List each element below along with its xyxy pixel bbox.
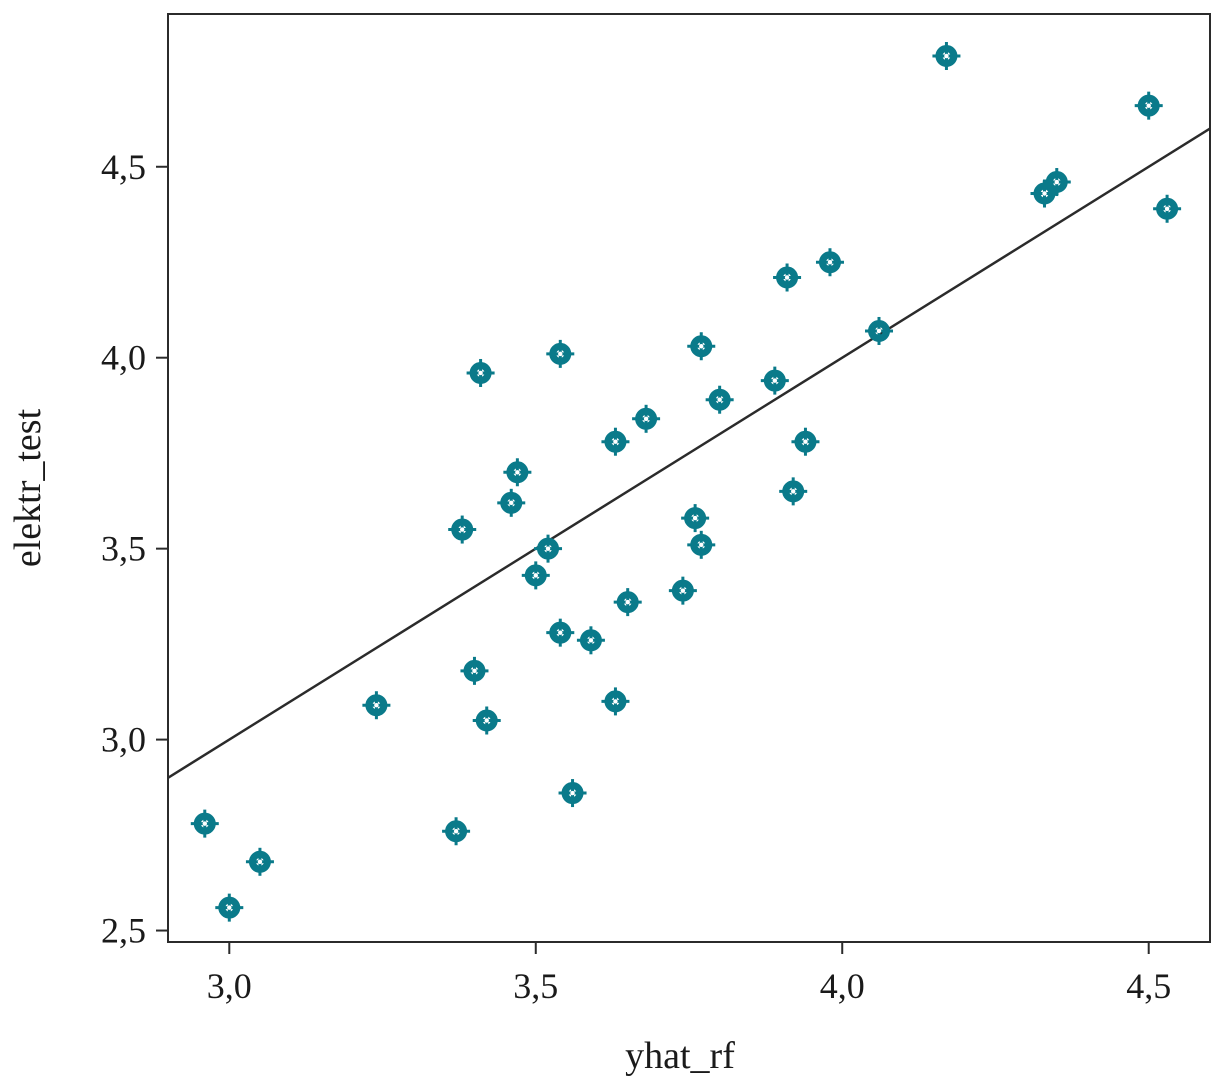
data-point [472,706,501,735]
data-point [215,893,244,922]
y-tick-label: 3,5 [101,529,146,569]
y-tick-label: 4,5 [101,147,146,187]
data-point [791,427,820,456]
reference-line [168,127,1210,779]
plot-frame [167,13,1211,943]
data-point [681,504,710,533]
points-layer [190,42,1182,922]
data-point [442,817,471,846]
reference-line-layer [168,127,1210,779]
data-point [779,477,808,506]
data-point [448,515,477,544]
y-tick-label: 3,0 [101,720,146,760]
x-tick-label: 4,5 [1126,966,1171,1006]
data-point [576,626,605,655]
data-point [546,618,575,647]
data-point [1030,179,1059,208]
data-point [460,656,489,685]
data-point [497,488,526,517]
data-point [932,42,961,71]
y-tick-label: 4,0 [101,338,146,378]
data-point [687,332,716,361]
x-tick-label: 3,5 [513,966,558,1006]
data-point [601,427,630,456]
x-axis-title: yhat_rf [625,1035,735,1077]
data-point [773,263,802,292]
data-point [534,534,563,563]
data-point [865,316,894,345]
data-point [245,847,274,876]
data-point [632,404,661,433]
data-point [466,358,495,387]
data-point [503,458,532,487]
x-tick-label: 3,0 [207,966,252,1006]
data-point [521,561,550,590]
data-point [1042,168,1071,197]
data-point [546,339,575,368]
data-point [613,588,642,617]
data-point [687,530,716,559]
data-point [705,385,734,414]
data-point [1134,91,1163,120]
data-point [190,809,219,838]
x-axis: 3,0 3,5 4,0 4,5 [207,942,1171,1006]
x-tick-label: 4,0 [820,966,865,1006]
data-point [815,248,844,277]
data-point [558,779,587,808]
data-point [1153,194,1182,223]
data-point [601,687,630,716]
data-point [668,576,697,605]
y-axis: 2,5 3,0 3,5 4,0 4,5 [101,147,168,951]
data-point [760,366,789,395]
data-point [362,691,391,720]
y-tick-label: 2,5 [101,911,146,951]
y-axis-title: elektr_test [7,408,49,567]
